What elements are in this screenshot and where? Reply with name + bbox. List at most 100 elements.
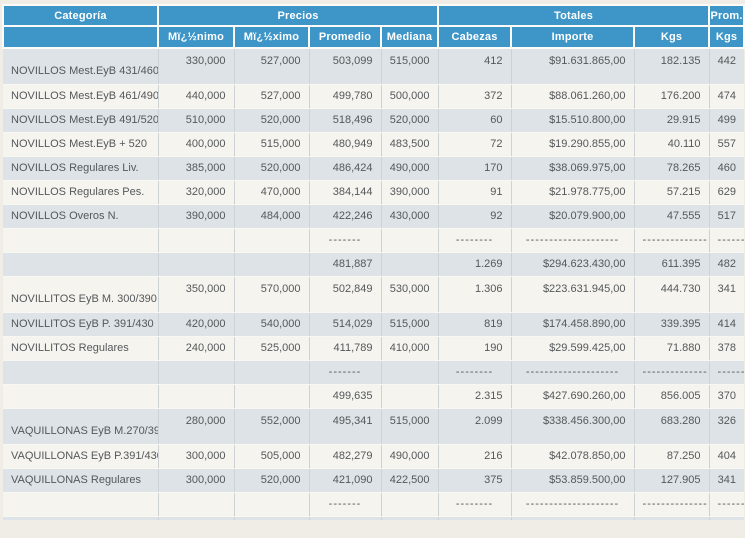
cell-cabezas: 819 bbox=[438, 312, 512, 337]
cell-cabezas: 60 bbox=[438, 108, 512, 133]
table-row: NOVILLOS Mest.EyB 461/490 440,000 527,000 4… bbox=[3, 84, 745, 109]
cell-minimo: 420,000 bbox=[158, 312, 235, 337]
cell-maximo bbox=[234, 384, 310, 409]
cell-kgs: 78.265 bbox=[634, 156, 710, 181]
cell-mediana: 410,000 bbox=[381, 336, 439, 361]
cell-minimo: 240,000 bbox=[158, 336, 235, 361]
table-row: NOVILLITOS EyB P. 391/430 420,000 540,000 5… bbox=[3, 312, 745, 337]
cell-mediana: 390,000 bbox=[381, 180, 439, 205]
cell-prom-kgs: 341 bbox=[709, 468, 745, 493]
cell-mediana: 515,000 bbox=[381, 48, 439, 85]
header-minimo: Mï¿½nimo bbox=[157, 25, 235, 49]
table-row: 481,887 1.269 $294.623.430,00 611.395 482 bbox=[3, 252, 745, 277]
cell-maximo: 520,000 bbox=[234, 468, 310, 493]
cell-maximo: 505,000 bbox=[234, 444, 310, 469]
cell-prom-kgs: 482 bbox=[709, 252, 745, 277]
cell-category: VAQUILLONAS EyB M.270/390 bbox=[3, 408, 159, 445]
table-header: Categoría Precios Totales Prom. Mï¿½nimo… bbox=[2, 4, 745, 49]
table-row: NOVILLOS Mest.EyB + 520 400,000 515,000 480… bbox=[3, 132, 745, 157]
cell-kgs bbox=[634, 516, 710, 520]
cell-minimo bbox=[158, 228, 235, 253]
cell-prom-kgs: ------ bbox=[709, 228, 745, 253]
cell-maximo: 540,000 bbox=[234, 312, 310, 337]
cell-minimo bbox=[158, 516, 235, 520]
cell-category: NOVILLOS Regulares Liv. bbox=[3, 156, 159, 181]
cell-minimo bbox=[158, 360, 235, 385]
cell-prom-kgs bbox=[709, 516, 745, 520]
header-cabezas: Cabezas bbox=[437, 25, 513, 49]
cell-category: NOVILLOS Regulares Pes. bbox=[3, 180, 159, 205]
cell-importe: -------------------- bbox=[511, 360, 635, 385]
cell-minimo bbox=[158, 492, 235, 517]
header-kgs: Kgs bbox=[633, 25, 711, 49]
cell-mediana: 490,000 bbox=[381, 156, 439, 181]
cell-mediana: 530,000 bbox=[381, 276, 439, 313]
cell-cabezas: -------- bbox=[438, 228, 512, 253]
table-row: VAQUILLONAS EyB P.391/430 300,000 505,000 4… bbox=[3, 444, 745, 469]
cell-prom-kgs: 378 bbox=[709, 336, 745, 361]
cell-minimo: 510,000 bbox=[158, 108, 235, 133]
cell-prom-kgs: ------ bbox=[709, 492, 745, 517]
cell-prom-kgs: 557 bbox=[709, 132, 745, 157]
cell-mediana: 515,000 bbox=[381, 408, 439, 445]
cell-importe bbox=[511, 516, 635, 520]
header-prom-kgs: Kgs bbox=[708, 25, 745, 49]
cell-category: NOVILLITOS EyB P. 391/430 bbox=[3, 312, 159, 337]
cell-mediana: 483,500 bbox=[381, 132, 439, 157]
cell-importe: $338.456.300,00 bbox=[511, 408, 635, 445]
cell-promedio: 514,029 bbox=[309, 312, 382, 337]
cell-kgs: 57.215 bbox=[634, 180, 710, 205]
header-maximo: Mï¿½ximo bbox=[233, 25, 310, 49]
cell-importe: $223.631.945,00 bbox=[511, 276, 635, 313]
cell-importe: $29.599.425,00 bbox=[511, 336, 635, 361]
cell-promedio: 411,789 bbox=[309, 336, 382, 361]
cell-minimo: 390,000 bbox=[158, 204, 235, 229]
table-row: NOVILLOS Regulares Pes. 320,000 470,000 384… bbox=[3, 180, 745, 205]
cell-mediana bbox=[381, 360, 439, 385]
cell-cabezas: -------- bbox=[438, 360, 512, 385]
cell-cabezas: 170 bbox=[438, 156, 512, 181]
cell-promedio: 495,341 bbox=[309, 408, 382, 445]
cell-maximo bbox=[234, 516, 310, 520]
cell-promedio: 481,887 bbox=[309, 252, 382, 277]
cell-prom-kgs: 414 bbox=[709, 312, 745, 337]
header-promedio: Promedio bbox=[308, 25, 382, 49]
cell-minimo: 385,000 bbox=[158, 156, 235, 181]
cell-promedio: 384,144 bbox=[309, 180, 382, 205]
cell-prom-kgs: ------ bbox=[709, 360, 745, 385]
table-row: NOVILLITOS EyB M. 300/390 350,000 570,000 5… bbox=[3, 276, 745, 313]
cell-kgs: 182.135 bbox=[634, 48, 710, 85]
cell-kgs: 444.730 bbox=[634, 276, 710, 313]
cell-cabezas: 190 bbox=[438, 336, 512, 361]
cell-minimo: 440,000 bbox=[158, 84, 235, 109]
table-row: VAQUILLONAS EyB M.270/390 280,000 552,000 4… bbox=[3, 408, 745, 445]
cell-kgs: -------------- bbox=[634, 492, 710, 517]
cell-cabezas: 372 bbox=[438, 84, 512, 109]
cell-minimo: 280,000 bbox=[158, 408, 235, 445]
cell-maximo: 525,000 bbox=[234, 336, 310, 361]
cell-promedio: 422,246 bbox=[309, 204, 382, 229]
header-mediana: Mediana bbox=[379, 25, 440, 49]
cell-promedio: ------- bbox=[309, 228, 382, 253]
header-prom-group: Prom. bbox=[708, 4, 745, 27]
cell-maximo: 470,000 bbox=[234, 180, 310, 205]
cell-maximo bbox=[234, 360, 310, 385]
cell-promedio: 502,849 bbox=[309, 276, 382, 313]
table-row: NOVILLOS Mest.EyB 431/460 330,000 527,000 5… bbox=[3, 48, 745, 85]
cell-kgs: 47.555 bbox=[634, 204, 710, 229]
cell-prom-kgs: 460 bbox=[709, 156, 745, 181]
header-group-row: Categoría Precios Totales Prom. bbox=[2, 4, 745, 27]
cell-importe: -------------------- bbox=[511, 228, 635, 253]
cell-cabezas: 91 bbox=[438, 180, 512, 205]
cell-minimo: 300,000 bbox=[158, 468, 235, 493]
header-precios-group: Precios bbox=[156, 4, 440, 27]
cell-category: NOVILLOS Mest.EyB 461/490 bbox=[3, 84, 159, 109]
header-categoria-spacer bbox=[2, 25, 159, 49]
header-importe: Importe bbox=[510, 25, 636, 49]
cell-promedio: 518,496 bbox=[309, 108, 382, 133]
cell-prom-kgs: 474 bbox=[709, 84, 745, 109]
cell-prom-kgs: 370 bbox=[709, 384, 745, 409]
table-row: NOVILLOS Mest.EyB 491/520 510,000 520,000 5… bbox=[3, 108, 745, 133]
cell-category: NOVILLITOS EyB M. 300/390 bbox=[3, 276, 159, 313]
